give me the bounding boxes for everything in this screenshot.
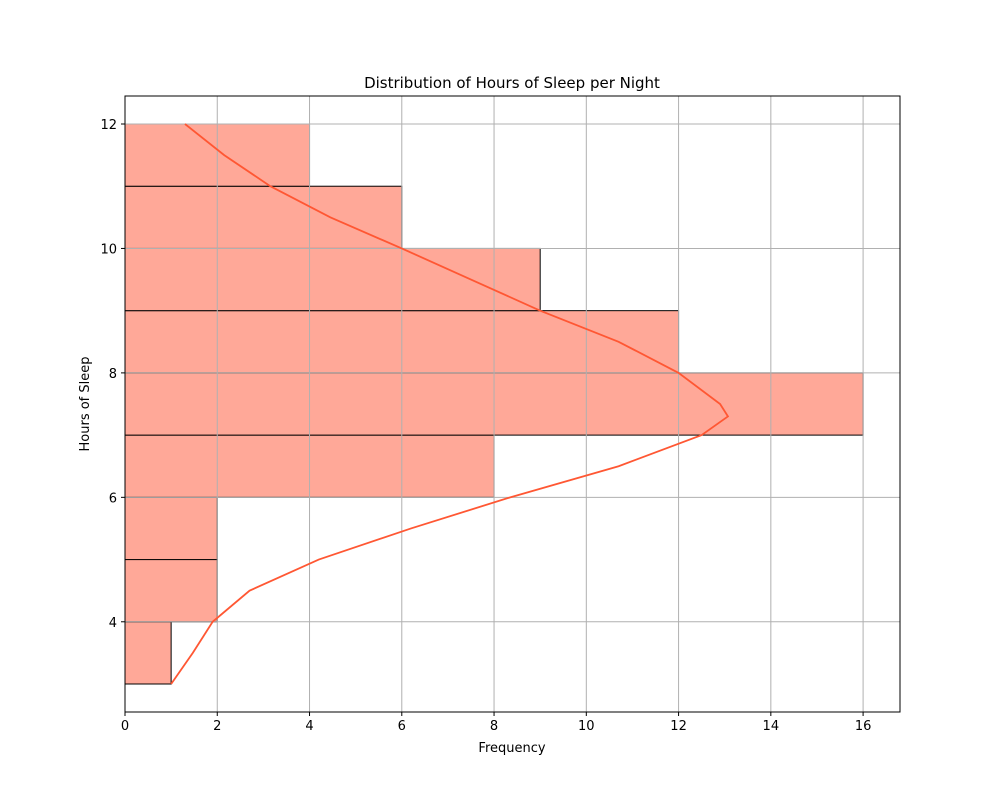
x-tick-label: 8 xyxy=(490,719,498,734)
chart-title: Distribution of Hours of Sleep per Night xyxy=(364,74,660,92)
x-tick-label: 12 xyxy=(670,719,687,734)
bar xyxy=(124,496,218,561)
x-tick-label: 2 xyxy=(213,719,221,734)
bar xyxy=(124,185,403,249)
x-tick-label: 10 xyxy=(578,719,595,734)
bar xyxy=(124,559,218,623)
y-tick-label: 10 xyxy=(100,242,117,257)
y-axis-label: Hours of Sleep xyxy=(78,357,93,452)
x-tick-label: 16 xyxy=(855,719,872,734)
y-tick-label: 8 xyxy=(109,367,117,382)
density-curve xyxy=(170,123,730,685)
x-tick-label: 6 xyxy=(398,719,406,734)
bar xyxy=(124,247,541,312)
bar xyxy=(124,621,172,685)
x-axis-label: Frequency xyxy=(478,741,545,756)
x-tick-label: 14 xyxy=(763,719,780,734)
y-tick-label: 4 xyxy=(109,616,117,631)
y-tick-label: 12 xyxy=(100,118,117,133)
y-tick-label: 6 xyxy=(109,491,117,506)
x-tick-label: 0 xyxy=(121,719,129,734)
plot-frame xyxy=(124,95,901,713)
x-tick-label: 4 xyxy=(305,719,313,734)
